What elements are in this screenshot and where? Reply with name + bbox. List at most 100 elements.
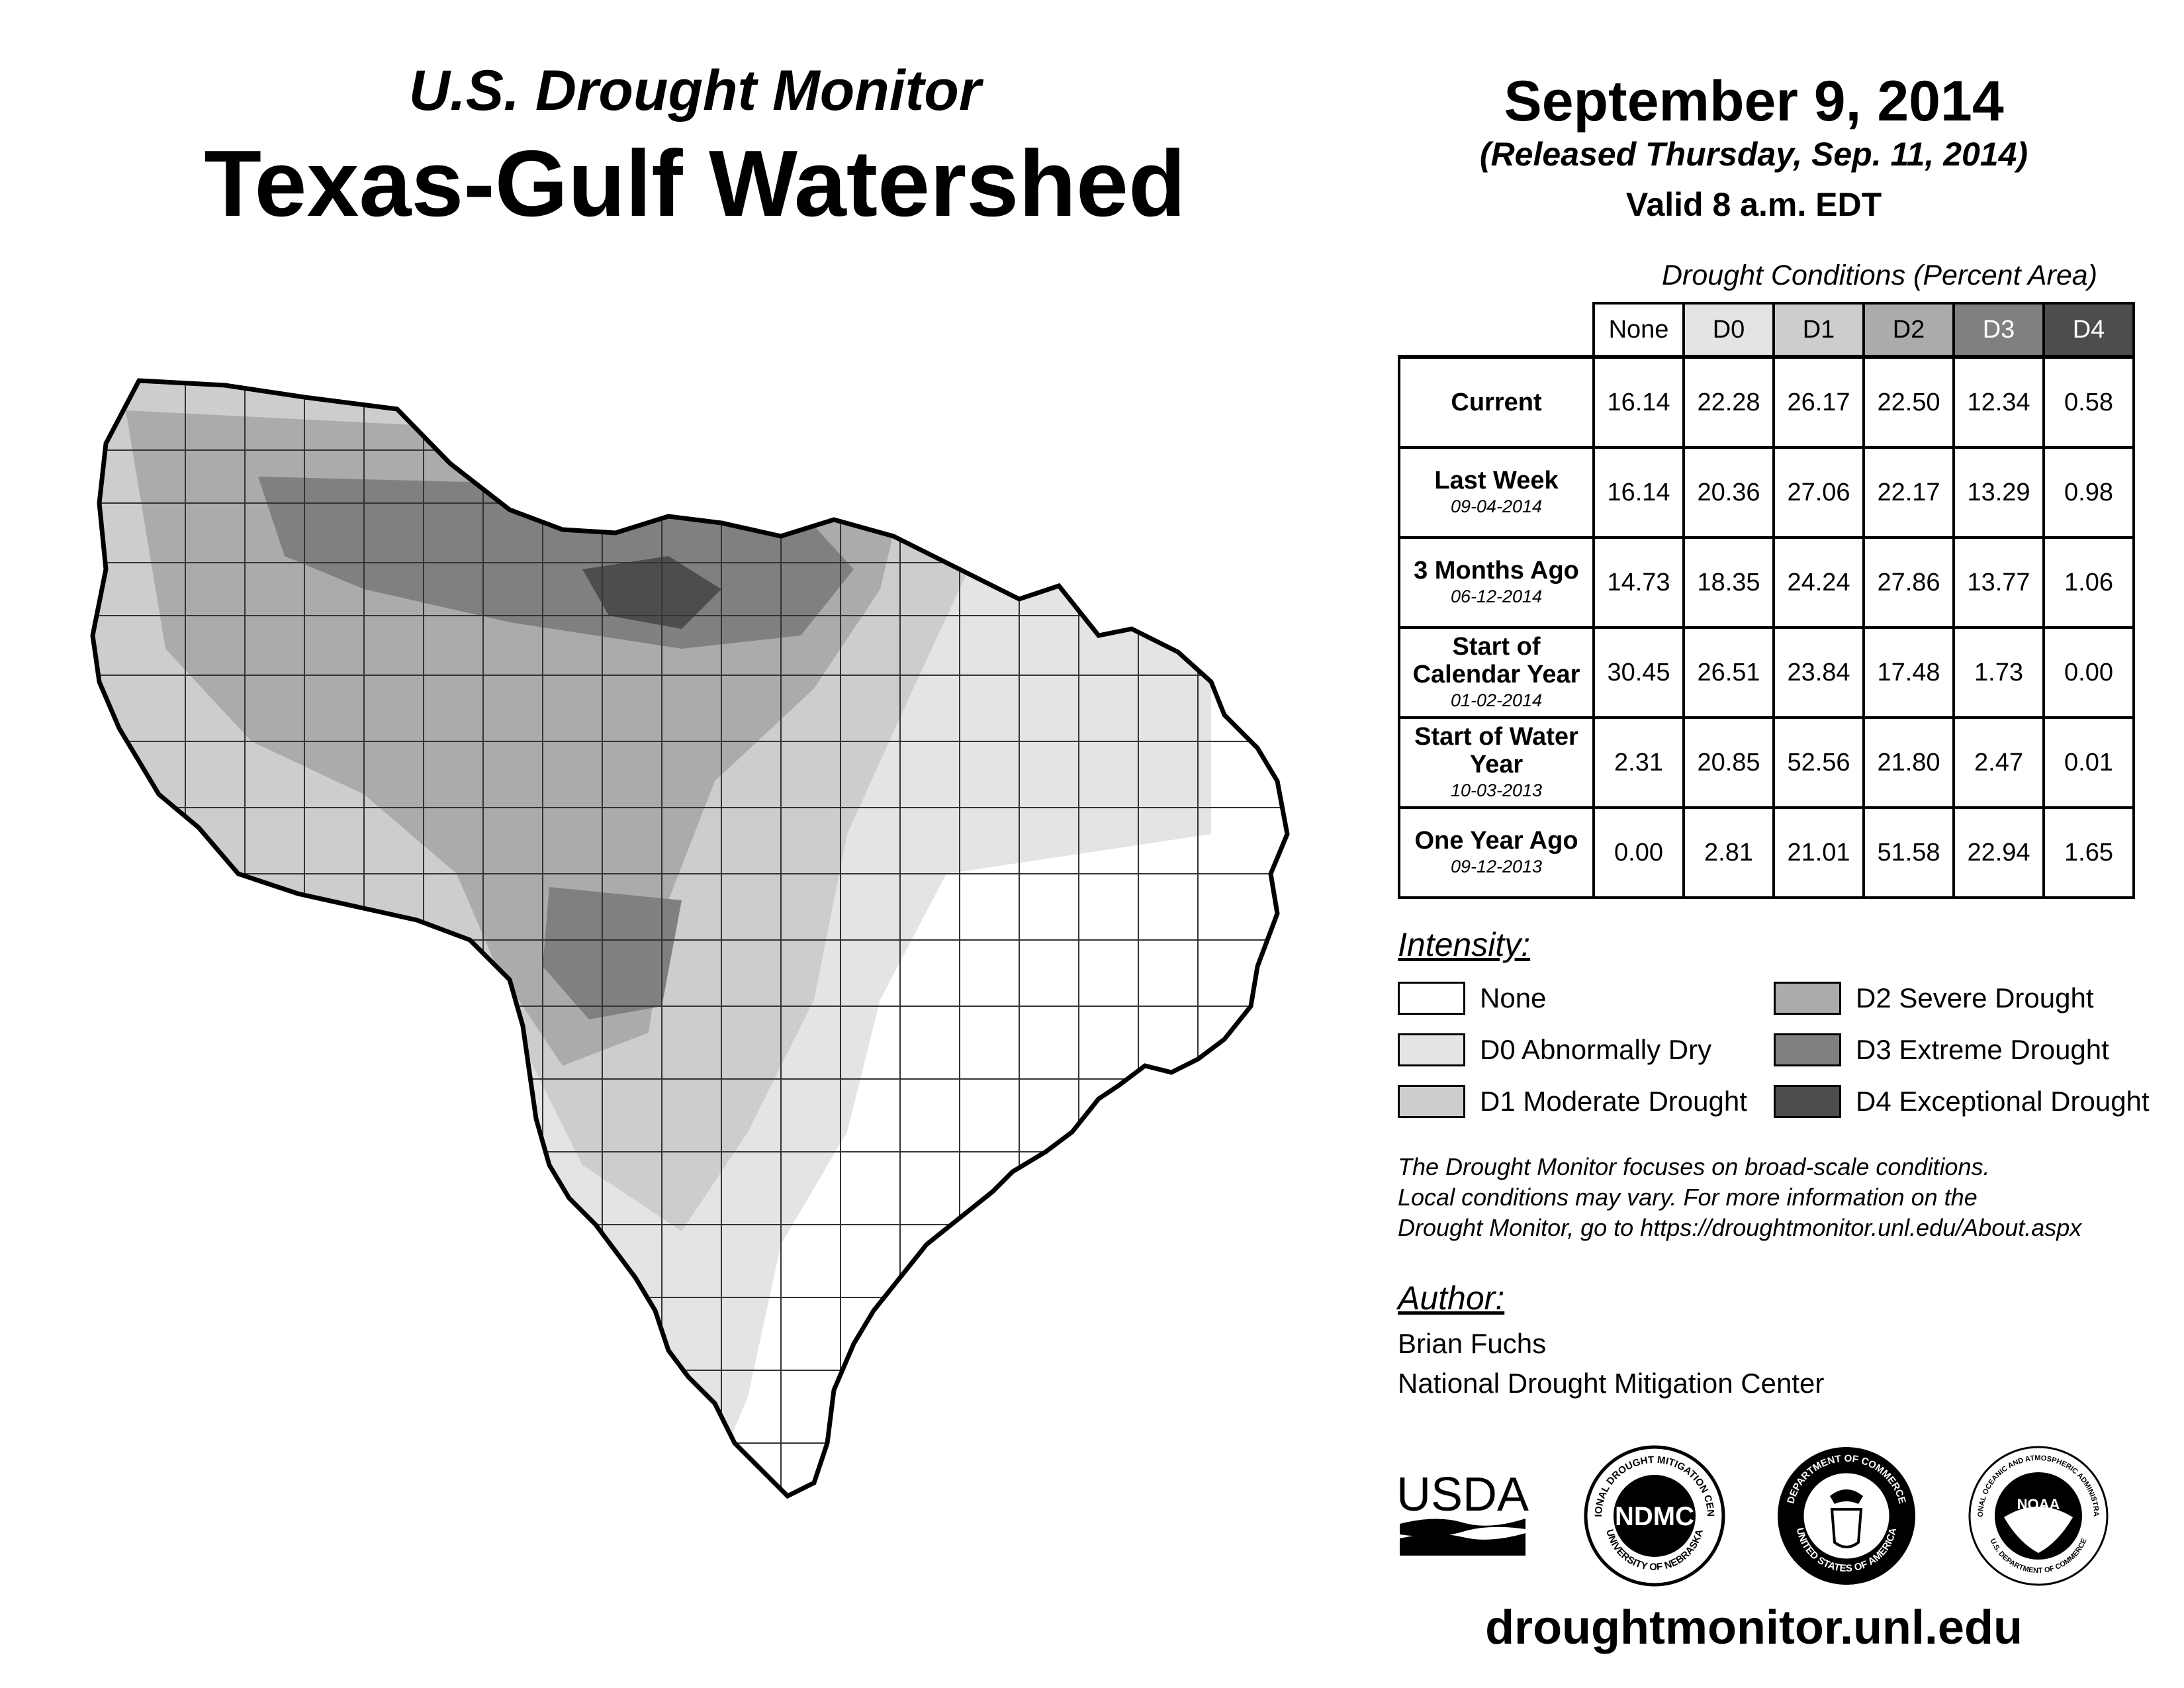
- header-d3: D3: [1952, 302, 2045, 358]
- header-d4: D4: [2042, 302, 2135, 358]
- watershed-map: [90, 378, 1290, 1499]
- d3-area-south: [543, 887, 682, 1019]
- legend-item-none: None: [1398, 980, 1546, 1017]
- legend-swatch-d0: [1398, 1033, 1465, 1066]
- table-cell: 2.31: [1592, 716, 1685, 809]
- row-label-text: 3 Months Ago: [1414, 557, 1579, 585]
- usda-logo-text: USDA: [1396, 1468, 1529, 1521]
- noaa-logo-text: NOAA: [2017, 1496, 2060, 1513]
- author-organization: National Drought Mitigation Center: [1398, 1368, 1825, 1399]
- table-cell: 16.14: [1592, 446, 1685, 539]
- table-cell: 22.28: [1682, 355, 1775, 449]
- row-label: Start of Calendar Year 01-02-2014: [1398, 626, 1595, 719]
- legend-label-d2: D2 Severe Drought: [1856, 982, 2094, 1013]
- valid-time: Valid 8 a.m. EDT: [1625, 186, 1882, 223]
- usda-wave-1: [1400, 1519, 1525, 1537]
- row-label-text: Start of Water Year: [1414, 723, 1578, 778]
- row-label-text: Start of Calendar Year: [1412, 633, 1580, 688]
- table-header-row: None D0 D1 D2 D3 D4: [1399, 302, 2135, 358]
- legend-label-d3: D3 Extreme Drought: [1856, 1034, 2109, 1065]
- table-cell: 20.85: [1682, 716, 1775, 809]
- eagle-icon: [1830, 1489, 1863, 1504]
- map-date: September 9, 2014: [1504, 70, 2004, 133]
- author-name: Brian Fuchs: [1398, 1328, 1547, 1359]
- row-label: Current: [1398, 355, 1595, 449]
- watershed-boundary: [90, 378, 1290, 1499]
- legend-item-d3: D3 Extreme Drought: [1774, 1031, 2109, 1068]
- table-caption: Drought Conditions (Percent Area): [1661, 259, 2098, 291]
- table-cell: 51.58: [1862, 806, 1955, 899]
- legend-label-none: None: [1480, 982, 1547, 1013]
- table-cell: 22.17: [1862, 446, 1955, 539]
- commerce-seal: DEPARTMENT OF COMMERCE UNITED STATES OF …: [1778, 1447, 1915, 1585]
- table-row: Start of Calendar Year 01-02-2014 30.45 26.…: [1398, 626, 2135, 719]
- row-label: Start of Water Year 10-03-2013: [1398, 716, 1595, 809]
- map-title: Texas-Gulf Watershed: [204, 131, 1186, 236]
- table-cell: 18.35: [1682, 536, 1775, 629]
- usda-logo: USDA: [1396, 1468, 1529, 1556]
- header-d2: D2: [1862, 302, 1955, 358]
- legend-title: Intensity:: [1398, 926, 1531, 963]
- row-label: 3 Months Ago 06-12-2014: [1398, 536, 1595, 629]
- table-cell: 22.94: [1952, 806, 2045, 899]
- note-line-3: Drought Monitor, go to https://droughtmo…: [1398, 1214, 2082, 1241]
- table-row: 3 Months Ago 06-12-2014 14.73 18.35 24.24 27.…: [1398, 536, 2135, 629]
- legend-swatch-d1: [1398, 1085, 1465, 1118]
- table-cell: 13.29: [1952, 446, 2045, 539]
- table-cell: 30.45: [1592, 626, 1685, 719]
- table-cell: 20.36: [1682, 446, 1775, 539]
- legend-swatch-d3: [1774, 1033, 1841, 1066]
- table-cell: 13.77: [1952, 536, 2045, 629]
- map-subtitle: U.S. Drought Monitor: [408, 59, 981, 122]
- table-cell: 14.73: [1592, 536, 1685, 629]
- commerce-inner-disc: [1801, 1471, 1891, 1561]
- author-title: Author:: [1398, 1280, 1505, 1317]
- table-cell: 27.06: [1772, 446, 1865, 539]
- table-cell: 2.47: [1952, 716, 2045, 809]
- legend-label-d1: D1 Moderate Drought: [1480, 1086, 1747, 1117]
- table-cell: 0.58: [2042, 355, 2135, 449]
- row-date: 09-04-2014: [1450, 496, 1543, 516]
- row-date: 10-03-2013: [1450, 780, 1543, 800]
- legend-item-d1: D1 Moderate Drought: [1398, 1083, 1747, 1120]
- table-cell: 22.50: [1862, 355, 1955, 449]
- ndmc-logo-text: NDMC: [1615, 1502, 1694, 1531]
- legend-swatch-d2: [1774, 982, 1841, 1015]
- note-line-1: The Drought Monitor focuses on broad-sca…: [1398, 1153, 1990, 1180]
- table-cell: 21.01: [1772, 806, 1865, 899]
- legend-item-d2: D2 Severe Drought: [1774, 980, 2094, 1017]
- legend-item-d0: D0 Abnormally Dry: [1398, 1031, 1711, 1068]
- footer-url[interactable]: droughtmonitor.unl.edu: [1485, 1601, 2023, 1654]
- header-d1: D1: [1772, 302, 1865, 358]
- disclaimer-note: The Drought Monitor focuses on broad-sca…: [1398, 1152, 2172, 1243]
- table-row: Start of Water Year 10-03-2013 2.31 20.85 52…: [1398, 716, 2135, 809]
- shield-icon: [1830, 1508, 1863, 1548]
- table-cell: 21.80: [1862, 716, 1955, 809]
- row-date: 09-12-2013: [1450, 857, 1543, 876]
- table-cell: 26.51: [1682, 626, 1775, 719]
- table-cell: 24.24: [1772, 536, 1865, 629]
- table-cell: 1.73: [1952, 626, 2045, 719]
- ndmc-logo: NATIONAL DROUGHT MITIGATION CENTER UNIVE…: [1582, 1443, 1725, 1587]
- release-date: (Released Thursday, Sep. 11, 2014): [1479, 136, 2028, 173]
- table-cell: 52.56: [1772, 716, 1865, 809]
- legend-swatch-none: [1398, 982, 1465, 1015]
- row-label: One Year Ago 09-12-2013: [1398, 806, 1595, 899]
- table-cell: 2.81: [1682, 806, 1775, 899]
- legend-label-d0: D0 Abnormally Dry: [1480, 1034, 1712, 1065]
- row-label-text: Last Week: [1434, 467, 1559, 494]
- table-cell: 0.98: [2042, 446, 2135, 539]
- table-cell: 17.48: [1862, 626, 1955, 719]
- table-cell: 0.00: [2042, 626, 2135, 719]
- drought-conditions-table: None D0 D1 D2 D3 D4 Current 16.14 22.28 26.…: [1398, 302, 2135, 899]
- row-label-text: Current: [1451, 389, 1542, 416]
- table-cell: 23.84: [1772, 626, 1865, 719]
- table-cell: 0.01: [2042, 716, 2135, 809]
- header-blank-cell: [1399, 303, 1595, 357]
- noaa-bird-icon: [2004, 1507, 2073, 1553]
- table-cell: 1.06: [2042, 536, 2135, 629]
- row-label: Last Week 09-04-2014: [1398, 446, 1595, 539]
- table-row: Current 16.14 22.28 26.17 22.50 12.34 0.58: [1398, 355, 2135, 449]
- legend-swatch-d4: [1774, 1085, 1841, 1118]
- header-d0: D0: [1682, 302, 1775, 358]
